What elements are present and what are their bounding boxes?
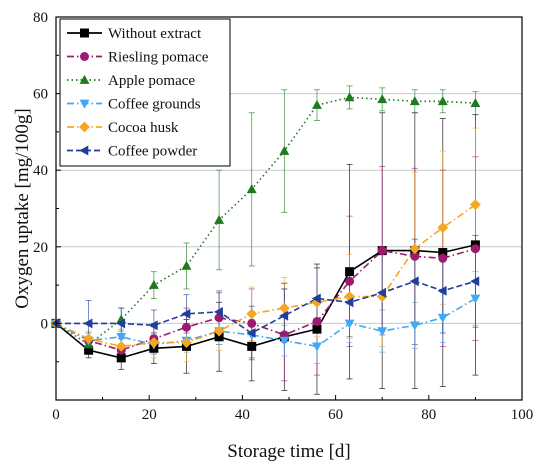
data-point-coffee-powder <box>279 310 289 321</box>
legend-label-without-extract: Without extract <box>108 26 202 42</box>
data-point-coffee-grounds <box>377 327 388 337</box>
data-point-coffee-powder <box>470 276 480 287</box>
data-point-coffee-powder <box>409 276 419 287</box>
legend-marker-riesling-pomace <box>80 52 89 61</box>
legend-marker-coffee-powder <box>79 145 89 156</box>
data-point-without-extract <box>312 324 322 334</box>
data-point-apple-pomace <box>377 94 388 104</box>
x-tick-label: 100 <box>511 407 534 423</box>
data-point-riesling-pomace <box>410 251 420 261</box>
legend-label-coffee-grounds: Coffee grounds <box>108 97 201 113</box>
data-point-apple-pomace <box>246 184 257 194</box>
x-tick-label: 60 <box>328 407 343 423</box>
data-point-apple-pomace <box>148 279 159 289</box>
x-tick-label: 40 <box>235 407 250 423</box>
data-point-coffee-powder <box>213 306 223 317</box>
data-point-coffee-powder <box>311 293 321 304</box>
data-point-coffee-grounds <box>437 313 448 323</box>
series-lines <box>55 96 476 359</box>
data-point-riesling-pomace <box>181 322 191 332</box>
data-point-cocoa-husk <box>437 222 449 234</box>
data-point-coffee-grounds <box>470 294 481 304</box>
series-line-coffee-grounds <box>55 297 476 348</box>
legend-box <box>59 18 231 167</box>
y-tick-label: 80 <box>33 10 48 26</box>
data-point-cocoa-husk <box>470 199 481 211</box>
y-tick-label: 60 <box>33 87 48 103</box>
series-markers <box>50 92 481 363</box>
data-point-apple-pomace <box>279 145 290 155</box>
data-point-cocoa-husk <box>409 243 421 255</box>
data-point-riesling-pomace <box>377 246 387 256</box>
data-point-apple-pomace <box>344 92 355 102</box>
data-point-apple-pomace <box>409 96 420 106</box>
x-tick-label: 0 <box>52 407 60 423</box>
x-axis-title: Storage time [d] <box>227 441 350 462</box>
data-point-riesling-pomace <box>438 253 448 263</box>
x-tick-label: 20 <box>142 407 157 423</box>
y-tick-label: 40 <box>33 163 48 179</box>
data-point-coffee-grounds <box>312 342 322 352</box>
data-point-without-extract <box>345 267 355 277</box>
data-point-apple-pomace <box>312 99 322 109</box>
data-point-riesling-pomace <box>312 316 322 326</box>
data-point-riesling-pomace <box>247 318 257 328</box>
data-point-cocoa-husk <box>83 333 95 345</box>
series-line-without-extract <box>55 244 476 359</box>
data-point-riesling-pomace <box>470 244 480 254</box>
y-tick-label: 20 <box>33 240 48 256</box>
data-point-apple-pomace <box>437 96 448 106</box>
axis-ticks: 0 20 40 60 80 100 0 20 40 60 80 <box>33 10 533 423</box>
data-point-coffee-grounds <box>116 332 127 342</box>
y-axis-title: Oxygen uptake [mg/100g] <box>12 108 33 309</box>
data-point-coffee-powder <box>437 285 447 296</box>
data-point-coffee-grounds <box>279 336 290 346</box>
data-point-cocoa-husk <box>246 308 258 320</box>
data-point-apple-pomace <box>470 98 481 107</box>
y-tick-label: 0 <box>41 316 49 332</box>
data-point-cocoa-husk <box>181 337 192 348</box>
data-point-cocoa-husk <box>278 302 290 314</box>
data-point-apple-pomace <box>181 260 192 270</box>
legend-marker-cocoa-husk <box>79 121 90 133</box>
legend-label-cocoa-husk: Cocoa husk <box>108 120 179 136</box>
data-point-coffee-powder <box>83 318 93 329</box>
series-line-coffee-powder <box>56 280 476 334</box>
data-point-cocoa-husk <box>115 340 127 352</box>
data-point-apple-pomace <box>214 214 225 224</box>
data-point-coffee-grounds <box>344 319 355 329</box>
x-tick-label: 80 <box>421 407 436 423</box>
legend-marker-coffee-grounds <box>79 99 90 109</box>
data-point-without-extract <box>214 332 224 342</box>
legend-label-coffee-powder: Coffee powder <box>108 144 197 160</box>
data-point-coffee-powder <box>148 320 158 331</box>
legend-marker-apple-pomace <box>79 74 90 84</box>
data-point-coffee-powder <box>50 318 60 329</box>
data-point-coffee-powder <box>181 308 191 319</box>
data-point-coffee-powder <box>116 318 126 329</box>
data-point-riesling-pomace <box>345 276 355 286</box>
data-point-without-extract <box>116 353 126 363</box>
data-point-coffee-grounds <box>409 321 420 331</box>
data-point-coffee-powder <box>344 297 354 308</box>
series-line-cocoa-husk <box>55 204 476 348</box>
legend-label-apple-pomace: Apple pomace <box>108 73 195 89</box>
data-point-coffee-powder <box>377 287 387 298</box>
data-point-cocoa-husk <box>148 337 160 348</box>
data-point-without-extract <box>247 341 257 351</box>
series-line-riesling-pomace <box>55 247 476 352</box>
data-point-coffee-powder <box>246 328 256 338</box>
legend: Without extract Riesling pomace Apple poma… <box>59 18 231 167</box>
legend-marker-without-extract <box>80 28 89 38</box>
legend-label-riesling-pomace: Riesling pomace <box>108 50 209 66</box>
data-point-cocoa-husk <box>213 325 225 337</box>
